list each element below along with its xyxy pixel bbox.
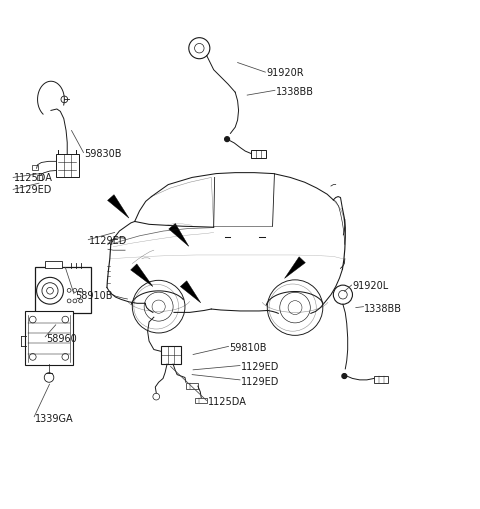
Text: 1125DA: 1125DA (14, 173, 53, 183)
Circle shape (342, 374, 347, 379)
Text: 1338BB: 1338BB (364, 303, 402, 313)
Text: 1129ED: 1129ED (241, 362, 279, 372)
Bar (36, 176, 42, 181)
Polygon shape (108, 195, 129, 219)
Polygon shape (285, 257, 305, 279)
Text: 58960: 58960 (46, 333, 77, 343)
Text: 59810B: 59810B (229, 343, 267, 353)
Polygon shape (180, 281, 201, 303)
Text: 1338BB: 1338BB (276, 87, 314, 97)
Circle shape (225, 137, 229, 142)
Text: 58910B: 58910B (75, 290, 112, 300)
Bar (32, 166, 37, 171)
Text: 59830B: 59830B (84, 149, 122, 159)
Bar (161, 346, 181, 364)
Bar (374, 376, 388, 383)
Bar (45, 262, 62, 269)
Text: 91920L: 91920L (352, 280, 389, 291)
Text: 91920R: 91920R (266, 68, 304, 78)
Bar (251, 150, 266, 159)
Polygon shape (131, 264, 153, 287)
Bar (186, 383, 198, 389)
Text: 1129ED: 1129ED (14, 185, 52, 195)
FancyBboxPatch shape (24, 312, 73, 365)
Text: 1125DA: 1125DA (207, 397, 246, 407)
Text: 1339GA: 1339GA (35, 413, 74, 423)
FancyBboxPatch shape (35, 267, 91, 313)
Text: 1129ED: 1129ED (241, 376, 279, 386)
Bar (56, 155, 79, 178)
Bar (195, 398, 207, 404)
Text: 1129ED: 1129ED (89, 235, 128, 245)
Polygon shape (169, 224, 189, 247)
